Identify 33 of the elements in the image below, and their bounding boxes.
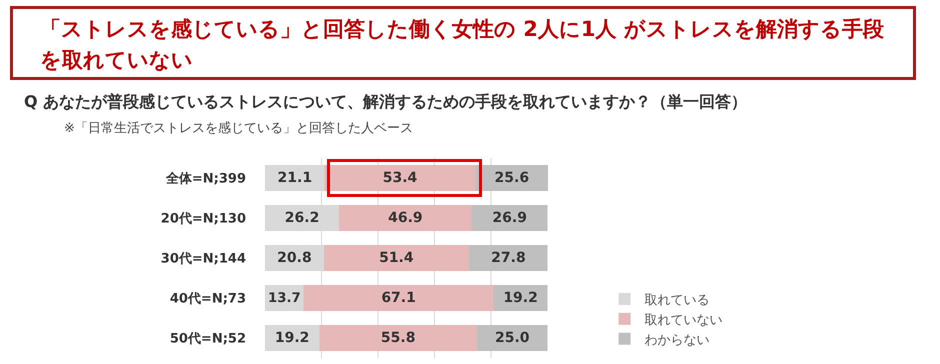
data-label: 26.2 bbox=[284, 210, 320, 226]
bar bbox=[469, 245, 548, 271]
bar bbox=[472, 205, 548, 231]
text: ※「日常生活でストレスを感じている」と回答した人ベース bbox=[64, 120, 413, 137]
data-label: 25.6 bbox=[494, 170, 530, 186]
data-label: 21.1 bbox=[278, 170, 312, 186]
y-tick-label: 40代=N;73 bbox=[170, 292, 246, 307]
data-label: 26.9 bbox=[492, 210, 527, 226]
legend-label: 取れている bbox=[644, 293, 710, 308]
bar bbox=[319, 325, 478, 351]
data-label: 46.9 bbox=[388, 210, 423, 226]
y-tick-label: 50代=N;52 bbox=[170, 332, 246, 347]
data-label: 53.4 bbox=[382, 170, 418, 186]
data-label: 27.8 bbox=[491, 250, 526, 266]
data-label: 19.2 bbox=[503, 290, 538, 306]
bar bbox=[324, 165, 476, 191]
chart-subtitle: Q あなたが普段感じているストレスについて、解消するための手段を取れていますか？（単一回答） bbox=[24, 92, 748, 113]
y-tick-label: 30代=N;144 bbox=[160, 252, 246, 267]
bar bbox=[324, 245, 470, 271]
y-tick-label: 全体=N;399 bbox=[164, 172, 246, 187]
chart-title: 「ストレスを感じている」と回答した働く女性の 2人に1人 がストレスを解消する手段を取れていない bbox=[40, 16, 885, 74]
data-label: 51.4 bbox=[379, 250, 414, 266]
legend-label: 取れていない bbox=[644, 312, 723, 328]
data-label: 55.8 bbox=[380, 330, 416, 346]
data-label: 67.1 bbox=[381, 290, 416, 306]
data-label: 13.7 bbox=[268, 290, 301, 306]
data-label: 25.0 bbox=[494, 330, 530, 346]
y-tick-label: 20代=N;130 bbox=[160, 212, 246, 227]
legend-label: わからない bbox=[644, 332, 710, 348]
bar bbox=[304, 285, 494, 311]
data-label: 20.8 bbox=[277, 250, 312, 266]
bar bbox=[339, 205, 472, 231]
data-label: 19.2 bbox=[274, 330, 310, 346]
